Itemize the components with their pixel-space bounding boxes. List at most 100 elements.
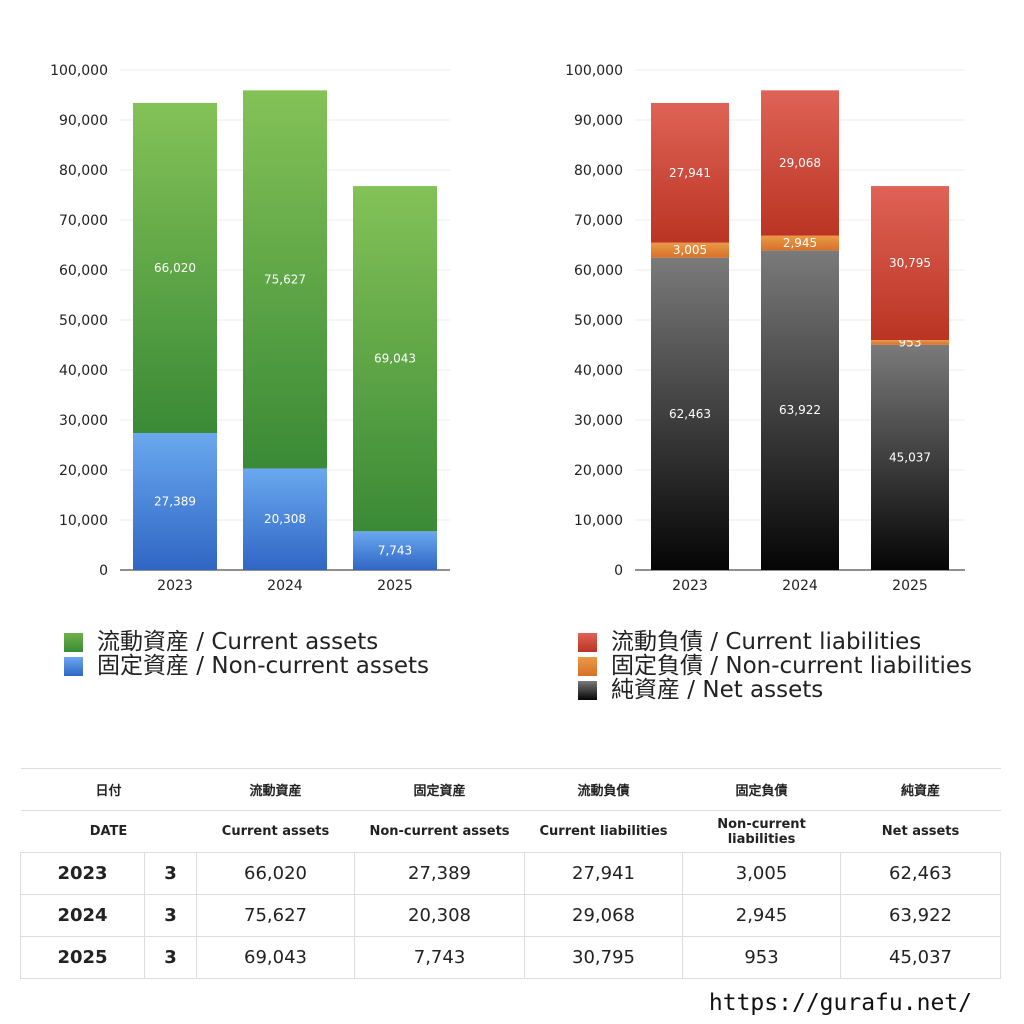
data-label: 69,043 <box>374 352 416 366</box>
bar-segment <box>871 340 949 345</box>
cell-current-assets: 75,627 <box>196 894 356 937</box>
cell-net-assets: 63,922 <box>840 894 1002 937</box>
y-tick-label: 80,000 <box>574 163 623 179</box>
cell-net-assets: 62,463 <box>840 852 1002 895</box>
legend-swatch <box>578 680 597 700</box>
x-tick-label: 2024 <box>267 578 303 594</box>
cell-current-assets: 66,020 <box>196 852 356 895</box>
bar-segment <box>761 90 839 236</box>
bar-segment <box>353 531 437 570</box>
header-current-liabilities-jp: 流動負債 <box>524 768 683 811</box>
y-tick-label: 30,000 <box>574 413 623 429</box>
cell-year: 2023 <box>20 852 145 895</box>
bar-segment <box>761 250 839 570</box>
legend-label: 純資産 / Net assets <box>611 677 824 703</box>
x-tick-label: 2024 <box>782 578 818 594</box>
cell-noncurrent-assets: 20,308 <box>354 894 526 937</box>
cell-noncurrent-liabilities: 2,945 <box>682 894 842 937</box>
cell-current-liabilities: 27,941 <box>524 852 684 895</box>
y-tick-label: 10,000 <box>574 513 623 529</box>
bar-segment <box>243 90 327 469</box>
header-net-assets-jp: 純資産 <box>840 768 1001 811</box>
cell-month: 3 <box>143 852 198 895</box>
data-label: 66,020 <box>154 261 196 275</box>
data-label: 63,922 <box>779 403 821 417</box>
legend-label: 流動負債 / Current liabilities <box>611 629 922 655</box>
cell-year: 2024 <box>20 894 145 937</box>
bar-segment <box>651 242 729 258</box>
header-noncurrent-assets-en: Non-current assets <box>354 810 525 853</box>
legend-item-current-assets: 流動資産 / Current assets <box>64 630 429 654</box>
data-label: 29,068 <box>779 156 821 170</box>
assets-legend: 流動資産 / Current assets 固定資産 / Non-current… <box>64 630 429 678</box>
y-tick-label: 40,000 <box>574 363 623 379</box>
y-tick-label: 40,000 <box>59 363 108 379</box>
assets-chart: 0 10,000 20,000 30,000 40,000 50,000 60,000 70,… <box>50 63 450 594</box>
header-noncurrent-liabilities-jp: 固定負債 <box>682 768 841 811</box>
bar-segment <box>133 433 217 570</box>
y-tick-label: 70,000 <box>574 213 623 229</box>
y-tick-label: 60,000 <box>59 263 108 279</box>
legend-label: 固定負債 / Non-current liabilities <box>611 653 972 679</box>
y-tick-label: 50,000 <box>574 313 623 329</box>
header-noncurrent-liabilities-en: Non-current liabilities <box>682 810 841 853</box>
y-tick-label: 10,000 <box>59 513 108 529</box>
legend-swatch <box>64 632 83 652</box>
y-tick-label: 90,000 <box>59 113 108 129</box>
table-header-jp: 日付 流動資産 固定資産 流動負債 固定負債 純資産 <box>20 768 1001 811</box>
legend-item-current-liabilities: 流動負債 / Current liabilities <box>578 630 972 654</box>
legend-swatch <box>578 632 597 652</box>
legend-label: 固定資産 / Non-current assets <box>97 653 430 679</box>
y-tick-label: 100,000 <box>565 63 623 79</box>
y-tick-label: 70,000 <box>59 213 108 229</box>
legend-label: 流動資産 / Current assets <box>97 629 379 655</box>
y-tick-label: 20,000 <box>59 463 108 479</box>
table-row: 2025 3 69,043 7,743 30,795 953 45,037 <box>20 936 1002 979</box>
bar-segment <box>871 344 949 570</box>
data-table: 日付 流動資産 固定資産 流動負債 固定負債 純資産 DATE Current … <box>20 768 1002 979</box>
data-label: 75,627 <box>264 272 306 286</box>
cell-noncurrent-liabilities: 3,005 <box>682 852 842 895</box>
x-tick-label: 2025 <box>377 578 413 594</box>
cell-month: 3 <box>143 894 198 937</box>
bar-segment <box>651 102 729 243</box>
header-noncurrent-assets-jp: 固定資産 <box>354 768 525 811</box>
data-label: 3,005 <box>673 243 707 257</box>
legend-item-noncurrent-liabilities: 固定負債 / Non-current liabilities <box>578 654 972 678</box>
header-current-assets-jp: 流動資産 <box>196 768 355 811</box>
cell-month: 3 <box>143 936 198 979</box>
data-label: 30,795 <box>889 256 931 270</box>
cell-current-liabilities: 29,068 <box>524 894 684 937</box>
legend-swatch <box>64 656 83 676</box>
y-tick-label: 0 <box>99 563 108 579</box>
cell-noncurrent-assets: 27,389 <box>354 852 526 895</box>
liabilities-legend: 流動負債 / Current liabilities 固定負債 / Non-cu… <box>578 630 972 702</box>
header-current-assets-en: Current assets <box>196 810 355 853</box>
x-tick-label: 2023 <box>157 578 193 594</box>
cell-noncurrent-assets: 7,743 <box>354 936 526 979</box>
y-tick-label: 60,000 <box>574 263 623 279</box>
y-tick-label: 20,000 <box>574 463 623 479</box>
y-tick-label: 100,000 <box>50 63 108 79</box>
cell-noncurrent-liabilities: 953 <box>682 936 842 979</box>
header-date-en: DATE <box>20 810 197 853</box>
bar-segment <box>353 186 437 532</box>
legend-item-net-assets: 純資産 / Net assets <box>578 678 972 702</box>
data-label: 62,463 <box>669 407 711 421</box>
table-header-en: DATE Current assets Non-current assets C… <box>20 810 1001 853</box>
cell-net-assets: 45,037 <box>840 936 1002 979</box>
data-label: 45,037 <box>889 450 931 464</box>
header-date-jp: 日付 <box>20 768 197 811</box>
bar-segment <box>761 235 839 251</box>
header-current-liabilities-en: Current liabilities <box>524 810 683 853</box>
x-tick-label: 2023 <box>672 578 708 594</box>
table-row: 2024 3 75,627 20,308 29,068 2,945 63,922 <box>20 894 1002 937</box>
bar-segment <box>243 468 327 570</box>
data-label: 20,308 <box>264 512 306 526</box>
bar-segment <box>871 186 949 341</box>
bar-segment <box>133 102 217 434</box>
site-url: https://gurafu.net/ <box>708 990 972 1016</box>
table-row: 2023 3 66,020 27,389 27,941 3,005 62,463 <box>20 852 1002 895</box>
y-tick-label: 50,000 <box>59 313 108 329</box>
bar-segment <box>651 257 729 570</box>
